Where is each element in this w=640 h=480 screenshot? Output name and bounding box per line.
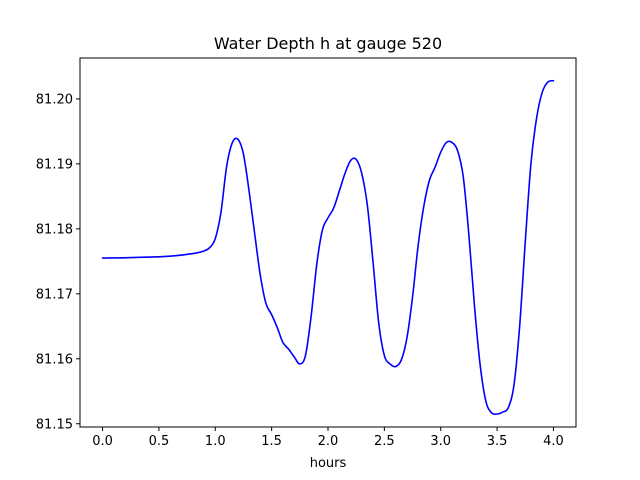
- x-tick-label: 1.5: [261, 434, 282, 449]
- x-axis: 0.0 0.5 1.0 1.5 2.0 2.5 3.0 3.5 4.0: [92, 427, 564, 449]
- y-tick-label: 81.16: [36, 352, 73, 367]
- y-tick-label: 81.18: [36, 222, 73, 237]
- y-tick-label: 81.20: [36, 92, 73, 107]
- x-tick-label: 3.0: [430, 434, 451, 449]
- x-tick-label: 2.5: [374, 434, 395, 449]
- x-tick-label: 0.0: [92, 434, 113, 449]
- series-layer: [101, 79, 555, 416]
- x-tick-label: 0.5: [149, 434, 170, 449]
- y-tick-label: 81.15: [36, 417, 73, 432]
- chart-title: Water Depth h at gauge 520: [214, 34, 442, 53]
- y-axis: 81.15 81.16 81.17 81.18 81.19 81.20: [36, 92, 80, 432]
- x-tick-label: 3.5: [487, 434, 508, 449]
- x-tick-label: 2.0: [318, 434, 339, 449]
- y-tick-label: 81.19: [36, 157, 73, 172]
- x-tick-label: 1.0: [205, 434, 226, 449]
- series-line: [101, 79, 555, 416]
- y-tick-label: 81.17: [36, 287, 73, 302]
- x-axis-label: hours: [310, 456, 347, 471]
- x-tick-label: 4.0: [543, 434, 564, 449]
- plot-frame: [79, 57, 577, 428]
